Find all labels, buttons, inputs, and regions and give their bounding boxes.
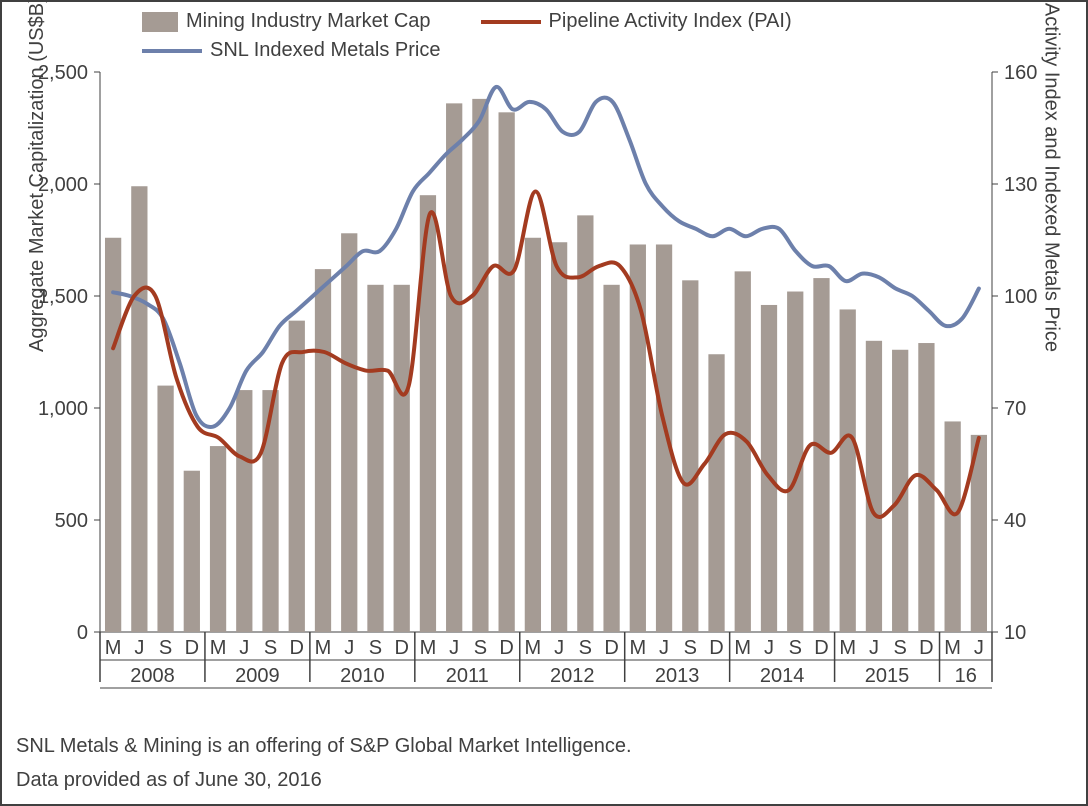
svg-text:0: 0: [77, 622, 88, 644]
svg-text:J: J: [554, 637, 564, 659]
footer-line-2: Data provided as of June 30, 2016: [16, 769, 322, 792]
svg-text:D: D: [604, 637, 618, 659]
svg-text:2015: 2015: [865, 665, 910, 687]
svg-text:M: M: [734, 637, 751, 659]
svg-text:M: M: [839, 637, 856, 659]
svg-text:16: 16: [955, 665, 977, 687]
chart-frame: Mining Industry Market Cap Pipeline Acti…: [0, 0, 1088, 806]
svg-text:S: S: [684, 637, 697, 659]
svg-text:70: 70: [1004, 398, 1026, 420]
legend-swatch-line: [481, 20, 541, 24]
svg-text:J: J: [239, 637, 249, 659]
legend-item-bars: Mining Industry Market Cap: [142, 10, 431, 33]
legend-label: Pipeline Activity Index (PAI): [549, 10, 792, 33]
legend-swatch-bar: [142, 12, 178, 32]
svg-text:J: J: [449, 637, 459, 659]
svg-text:2,500: 2,500: [38, 62, 88, 84]
legend-item-pai: Pipeline Activity Index (PAI): [481, 10, 792, 33]
svg-text:1,000: 1,000: [38, 398, 88, 420]
legend: Mining Industry Market Cap Pipeline Acti…: [2, 6, 1086, 64]
svg-text:J: J: [869, 637, 879, 659]
svg-text:J: J: [134, 637, 144, 659]
chart-svg: 05001,0001,5002,0002,500104070100130160M…: [100, 72, 992, 632]
svg-text:D: D: [499, 637, 513, 659]
svg-text:2010: 2010: [340, 665, 385, 687]
svg-text:M: M: [525, 637, 542, 659]
svg-text:J: J: [764, 637, 774, 659]
svg-text:D: D: [394, 637, 408, 659]
svg-text:100: 100: [1004, 286, 1037, 308]
legend-label: Mining Industry Market Cap: [186, 10, 431, 33]
svg-text:2009: 2009: [235, 665, 279, 687]
legend-label: SNL Indexed Metals Price: [210, 39, 440, 62]
svg-text:M: M: [944, 637, 961, 659]
svg-text:M: M: [105, 637, 122, 659]
svg-text:2011: 2011: [446, 665, 489, 687]
footer-line-1: SNL Metals & Mining is an offering of S&…: [16, 735, 632, 758]
legend-swatch-line: [142, 49, 202, 53]
svg-text:S: S: [474, 637, 487, 659]
svg-text:D: D: [185, 637, 199, 659]
svg-text:J: J: [344, 637, 354, 659]
svg-text:160: 160: [1004, 62, 1037, 84]
svg-text:D: D: [709, 637, 723, 659]
svg-text:J: J: [659, 637, 669, 659]
svg-text:10: 10: [1004, 622, 1026, 644]
svg-text:M: M: [210, 637, 227, 659]
plot-area: 05001,0001,5002,0002,500104070100130160M…: [100, 72, 992, 632]
svg-text:D: D: [814, 637, 828, 659]
svg-text:S: S: [579, 637, 592, 659]
svg-text:S: S: [264, 637, 277, 659]
y-right-title: SNL Pipeline Activity Index and Indexed …: [1039, 0, 1062, 352]
svg-text:J: J: [974, 637, 984, 659]
svg-text:M: M: [629, 637, 646, 659]
svg-text:2012: 2012: [550, 665, 595, 687]
svg-text:130: 130: [1004, 174, 1037, 196]
svg-text:40: 40: [1004, 510, 1026, 532]
legend-item-metals: SNL Indexed Metals Price: [142, 39, 1086, 62]
svg-text:1,500: 1,500: [38, 286, 88, 308]
svg-text:S: S: [159, 637, 172, 659]
svg-text:M: M: [315, 637, 332, 659]
svg-text:2008: 2008: [130, 665, 175, 687]
svg-text:2014: 2014: [760, 665, 805, 687]
svg-text:D: D: [919, 637, 933, 659]
svg-text:2013: 2013: [655, 665, 700, 687]
svg-text:D: D: [290, 637, 304, 659]
svg-text:500: 500: [55, 510, 88, 532]
svg-text:2,000: 2,000: [38, 174, 88, 196]
svg-text:S: S: [894, 637, 907, 659]
svg-text:M: M: [420, 637, 437, 659]
svg-text:S: S: [789, 637, 802, 659]
svg-text:S: S: [369, 637, 382, 659]
